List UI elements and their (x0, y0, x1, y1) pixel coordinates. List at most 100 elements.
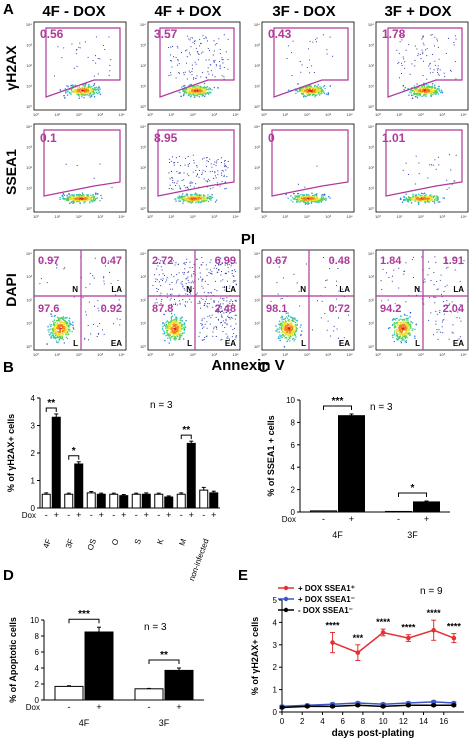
h2ax-density-point (203, 94, 205, 97)
dapi-scatter-point (185, 301, 186, 303)
ssea1-density-point (76, 199, 78, 201)
dapi-density-point (54, 330, 57, 333)
ssea1-scatter-point (170, 160, 172, 162)
h2ax-density-point (430, 92, 433, 94)
dapi-scatter-point (117, 280, 119, 281)
dapi-density-point (171, 336, 173, 338)
ssea1-density-point (297, 198, 300, 201)
ssea1-scatter-point (185, 187, 187, 189)
significance-label: ** (47, 398, 55, 409)
dapi-density-point (406, 329, 409, 332)
dapi-scatter-point (393, 269, 395, 271)
dapi-scatter-point (224, 287, 225, 289)
dapi-scatter-point (282, 277, 284, 279)
dapi-value-tl: 0.97 (38, 255, 59, 267)
h2ax-scatter-point (223, 34, 225, 36)
ssea1-density-point (323, 194, 325, 196)
h2ax-density-point (418, 93, 420, 95)
h2ax-density-point (66, 94, 69, 96)
dapi-scatter-point (184, 304, 186, 306)
h2ax-density-point (440, 91, 442, 94)
h2ax-scatter-point (315, 41, 317, 43)
ssea1-scatter-point (171, 188, 172, 190)
dapi-scatter-point (218, 269, 220, 270)
dapi-scatter-point (209, 261, 211, 263)
ssea1-density-point (193, 196, 195, 198)
dapi-density-point (411, 329, 413, 331)
dapi-scatter-point (235, 300, 237, 302)
ssea1-density-point (303, 194, 305, 196)
dapi-density-point (61, 318, 64, 320)
h2ax-density-point (426, 88, 428, 90)
ssea1-density-point (81, 199, 83, 201)
dapi-scatter-point (435, 320, 437, 322)
bar (199, 489, 209, 509)
x-tick-label: 6 (340, 717, 345, 726)
dapi-density-point (278, 331, 281, 333)
h2ax-scatter-point (194, 41, 196, 42)
dapi-density-point (54, 332, 56, 335)
dapi-y-tick: 10⁴ (368, 251, 374, 256)
dapi-density-point (168, 323, 171, 325)
h2ax-density-point (306, 89, 308, 91)
dapi-density-point (61, 335, 63, 338)
dapi-value-tr: 0.47 (101, 255, 122, 267)
ssea1-density-point (94, 198, 96, 200)
dapi-scatter-point (394, 303, 396, 305)
dapi-scatter-point (178, 294, 180, 296)
h2ax-density-point (431, 89, 433, 92)
dapi-density-point (64, 329, 66, 331)
dapi-scatter-point (160, 292, 162, 294)
dapi-y-tick: 10² (368, 297, 374, 302)
y-tick-label: 6 (35, 648, 40, 657)
ssea1-density-point (82, 196, 85, 198)
dapi-scatter-point (175, 282, 177, 284)
y-tick-label: 1 (273, 686, 278, 695)
h2ax-density-point (305, 86, 307, 89)
dapi-density-point (178, 338, 180, 340)
h2ax-scatter-point (186, 56, 188, 58)
dapi-density-point (406, 337, 408, 339)
h2ax-density-point (436, 92, 438, 94)
h2ax-scatter-point (422, 37, 424, 39)
dapi-density-point (175, 320, 177, 323)
h2ax-scatter-point (175, 77, 177, 79)
dapi-density-point (66, 316, 68, 319)
ssea1-density-point (190, 194, 192, 196)
h2ax-y-tick: 10⁰ (368, 104, 374, 109)
dapi-scatter-point (215, 336, 217, 337)
ssea1-scatter-point (431, 164, 432, 166)
dapi-scatter-point (84, 337, 86, 339)
ssea1-density-point (414, 196, 417, 198)
dapi-scatter-point (188, 287, 190, 289)
dapi-scatter-point (221, 316, 223, 318)
ssea1-density-point (311, 192, 313, 194)
h2ax-scatter-point (205, 37, 207, 39)
dapi-density-point (285, 323, 288, 325)
dapi-density-point (68, 333, 70, 335)
dapi-scatter-point (220, 311, 222, 312)
dapi-density-point (396, 338, 398, 341)
dapi-density-point (179, 327, 181, 329)
dapi-density-point (162, 333, 164, 335)
h2ax-density-point (194, 89, 196, 91)
h2ax-density-point (298, 88, 301, 90)
h2ax-density-point (204, 90, 206, 92)
h2ax-density-point (73, 90, 75, 92)
dapi-density-point (178, 325, 180, 327)
dapi-plot-frame (261, 249, 355, 351)
h2ax-scatter-point (219, 61, 220, 62)
ssea1-density-point (75, 198, 77, 201)
h2ax-density-point (423, 91, 426, 94)
dapi-density-point (283, 331, 285, 334)
dapi-density-point (57, 322, 59, 324)
dapi-scatter-point (183, 262, 185, 264)
dapi-scatter-point (226, 323, 228, 325)
ssea1-density-point (285, 193, 287, 195)
h2ax-scatter-point (300, 71, 302, 73)
h2ax-density-point (77, 91, 80, 93)
h2ax-scatter-point (404, 61, 406, 63)
dapi-density-point (167, 334, 169, 337)
h2ax-density-point (202, 93, 204, 95)
